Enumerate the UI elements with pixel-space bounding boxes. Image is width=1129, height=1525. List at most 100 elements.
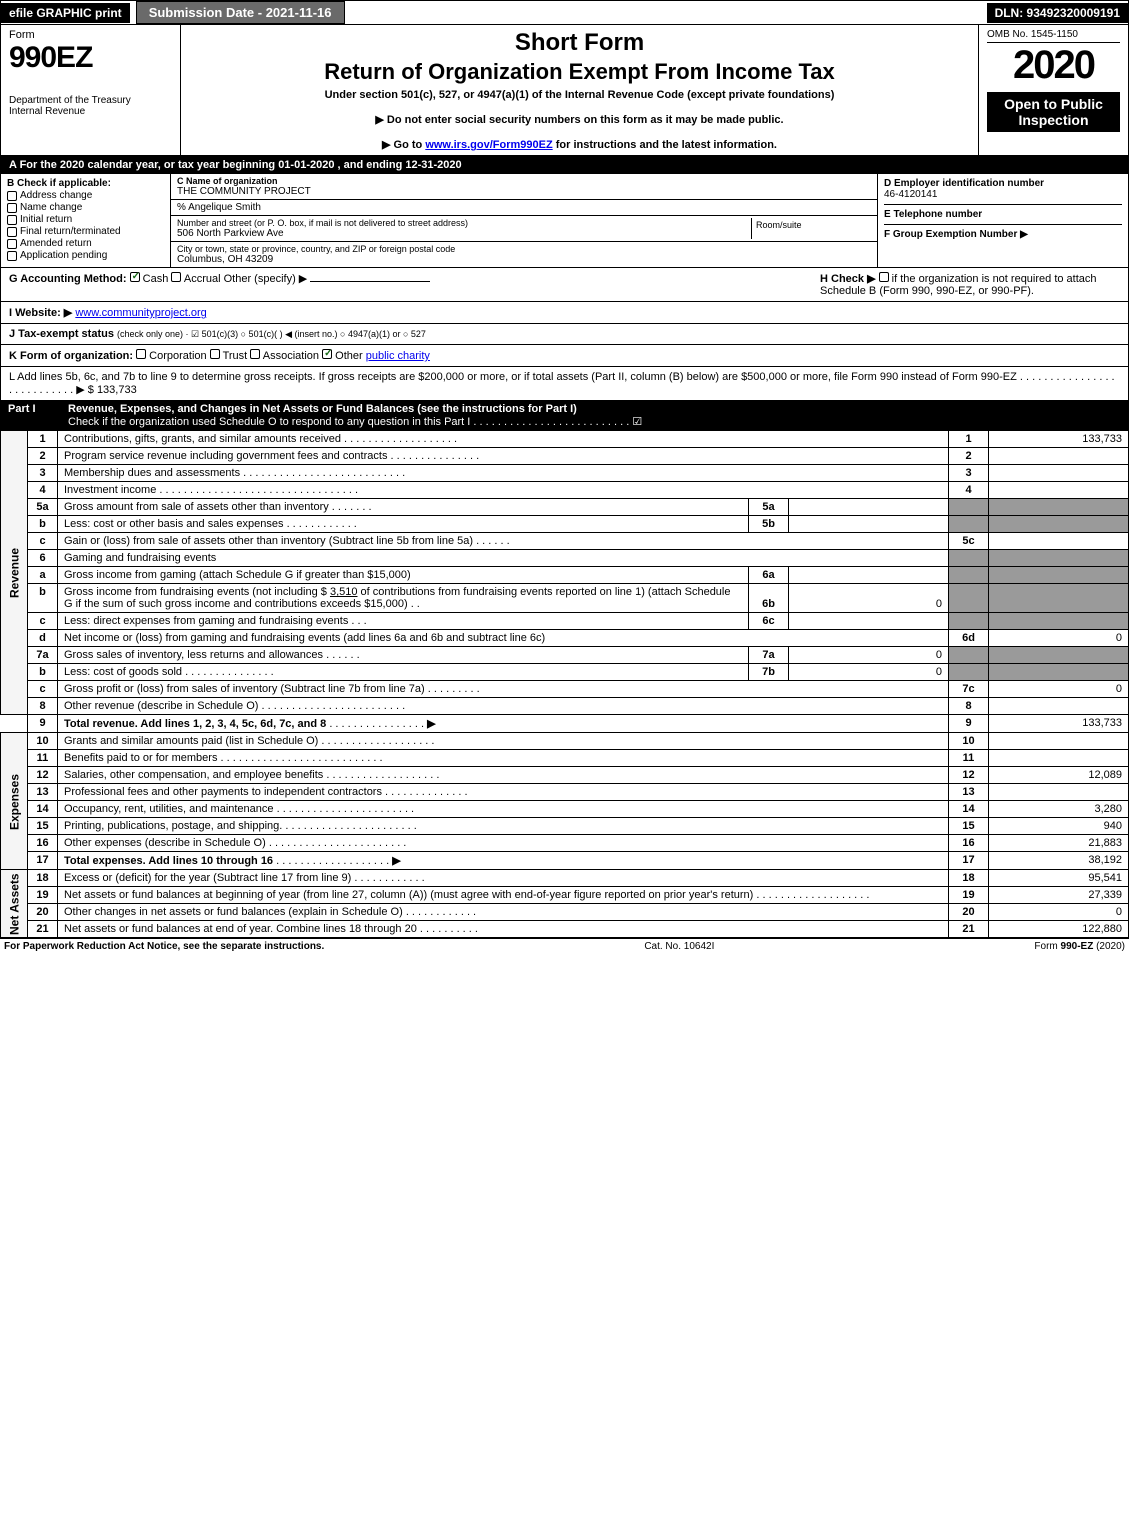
checkbox-trust[interactable]: [210, 349, 220, 359]
table-row: Net Assets 18 Excess or (deficit) for th…: [1, 870, 1129, 887]
desc-text: Other changes in net assets or fund bala…: [64, 906, 403, 918]
box-num: 7c: [949, 681, 989, 698]
line-desc: Gross amount from sale of assets other t…: [58, 499, 749, 516]
checkbox-corp[interactable]: [136, 349, 146, 359]
table-row: b Gross income from fundraising events (…: [1, 584, 1129, 613]
gray-cell: [989, 647, 1129, 664]
sub-box-val: [789, 567, 949, 584]
part-1-subtitle: Check if the organization used Schedule …: [68, 416, 642, 428]
form-label: Form: [9, 29, 172, 41]
desc-text: Grants and similar amounts paid (list in…: [64, 735, 318, 747]
table-row: 17 Total expenses. Add lines 10 through …: [1, 852, 1129, 870]
label-assoc: Association: [263, 350, 319, 362]
line-num: 20: [28, 904, 58, 921]
checkbox-assoc[interactable]: [250, 349, 260, 359]
section-i: I Website: ▶ www.communityproject.org: [0, 302, 1129, 324]
checkbox-accrual[interactable]: [171, 272, 181, 282]
expenses-side-label: Expenses: [1, 733, 28, 870]
room-suite-label: Room/suite: [756, 220, 867, 230]
checkbox-name-change[interactable]: [7, 203, 17, 213]
gray-cell: [989, 516, 1129, 533]
checkbox-initial-return[interactable]: [7, 215, 17, 225]
form-header-center: Short Form Return of Organization Exempt…: [181, 25, 978, 155]
box-val: 0: [989, 681, 1129, 698]
table-row: Expenses 10 Grants and similar amounts p…: [1, 733, 1129, 750]
box-num: 4: [949, 482, 989, 499]
sub-box-val: [789, 499, 949, 516]
box-num: 5c: [949, 533, 989, 550]
box-val: 38,192: [989, 852, 1129, 870]
desc-text-1: Gross income from fundraising events (no…: [64, 586, 330, 598]
section-e: E Telephone number: [884, 209, 1122, 225]
section-c-label: C Name of organization: [177, 176, 871, 186]
sub-box-num: 6b: [749, 584, 789, 613]
line-desc: Contributions, gifts, grants, and simila…: [58, 431, 949, 448]
dept-treasury: Department of the Treasury: [9, 95, 172, 106]
label-other: Other (specify) ▶: [224, 273, 308, 285]
line-desc: Gross income from fundraising events (no…: [58, 584, 749, 613]
irs-link[interactable]: www.irs.gov/Form990EZ: [425, 139, 552, 151]
city-row: City or town, state or province, country…: [171, 242, 877, 267]
line-num: 5a: [28, 499, 58, 516]
label-corp: Corporation: [149, 350, 206, 362]
desc-text: Contributions, gifts, grants, and simila…: [64, 433, 341, 445]
section-j-text: (check only one) · ☑ 501(c)(3) ○ 501(c)(…: [117, 329, 426, 339]
checkbox-other-org[interactable]: [322, 349, 332, 359]
box-num: 1: [949, 431, 989, 448]
website-link[interactable]: www.communityproject.org: [75, 307, 206, 319]
line-num: 21: [28, 921, 58, 938]
checkbox-amended[interactable]: [7, 239, 17, 249]
box-val: 133,733: [989, 715, 1129, 733]
section-l-text: L Add lines 5b, 6c, and 7b to line 9 to …: [9, 371, 1017, 383]
label-address-change: Address change: [20, 190, 92, 201]
sub-box-val: 0: [789, 647, 949, 664]
omb-number: OMB No. 1545-1150: [987, 29, 1120, 43]
section-k: K Form of organization: Corporation Trus…: [0, 345, 1129, 367]
instruction-1: ▶ Do not enter social security numbers o…: [189, 113, 970, 126]
box-val: 122,880: [989, 921, 1129, 938]
box-num: 20: [949, 904, 989, 921]
gray-cell: [949, 516, 989, 533]
line-desc: Investment income . . . . . . . . . . . …: [58, 482, 949, 499]
ein-value: 46-4120141: [884, 189, 1122, 200]
line-desc: Salaries, other compensation, and employ…: [58, 767, 949, 784]
box-val: [989, 733, 1129, 750]
gray-cell: [949, 664, 989, 681]
checkbox-row-address-change: Address change: [7, 190, 164, 201]
gray-cell: [949, 613, 989, 630]
efile-label[interactable]: efile GRAPHIC print: [1, 3, 130, 23]
desc-text: Other expenses (describe in Schedule O): [64, 837, 266, 849]
checkbox-row-amended: Amended return: [7, 238, 164, 249]
address-label: Number and street (or P. O. box, if mail…: [177, 218, 751, 228]
sub-box-num: 6a: [749, 567, 789, 584]
instr2-suffix: for instructions and the latest informat…: [553, 139, 777, 151]
line-num: c: [28, 533, 58, 550]
box-val: [989, 482, 1129, 499]
top-bar-left: efile GRAPHIC print Submission Date - 20…: [1, 1, 345, 24]
box-num: 8: [949, 698, 989, 715]
line-num: 9: [28, 715, 58, 733]
short-form-title: Short Form: [189, 29, 970, 57]
desc-text: Salaries, other compensation, and employ…: [64, 769, 323, 781]
table-row: a Gross income from gaming (attach Sched…: [1, 567, 1129, 584]
box-val: 12,089: [989, 767, 1129, 784]
checkbox-address-change[interactable]: [7, 191, 17, 201]
line-num: 19: [28, 887, 58, 904]
checkbox-row-initial-return: Initial return: [7, 214, 164, 225]
box-val: 133,733: [989, 431, 1129, 448]
line-num: c: [28, 681, 58, 698]
box-val: 0: [989, 630, 1129, 647]
checkbox-final-return[interactable]: [7, 227, 17, 237]
checkbox-schedule-b[interactable]: [879, 272, 889, 282]
line-num: 10: [28, 733, 58, 750]
box-num: 19: [949, 887, 989, 904]
sub-box-num: 7b: [749, 664, 789, 681]
table-row: c Gross profit or (loss) from sales of i…: [1, 681, 1129, 698]
box-val: 95,541: [989, 870, 1129, 887]
checkbox-app-pending[interactable]: [7, 251, 17, 261]
checkbox-cash[interactable]: [130, 272, 140, 282]
table-row: 19 Net assets or fund balances at beginn…: [1, 887, 1129, 904]
line-num: 15: [28, 818, 58, 835]
form-ref: Form 990-EZ (2020): [1034, 941, 1125, 952]
line-num: 2: [28, 448, 58, 465]
